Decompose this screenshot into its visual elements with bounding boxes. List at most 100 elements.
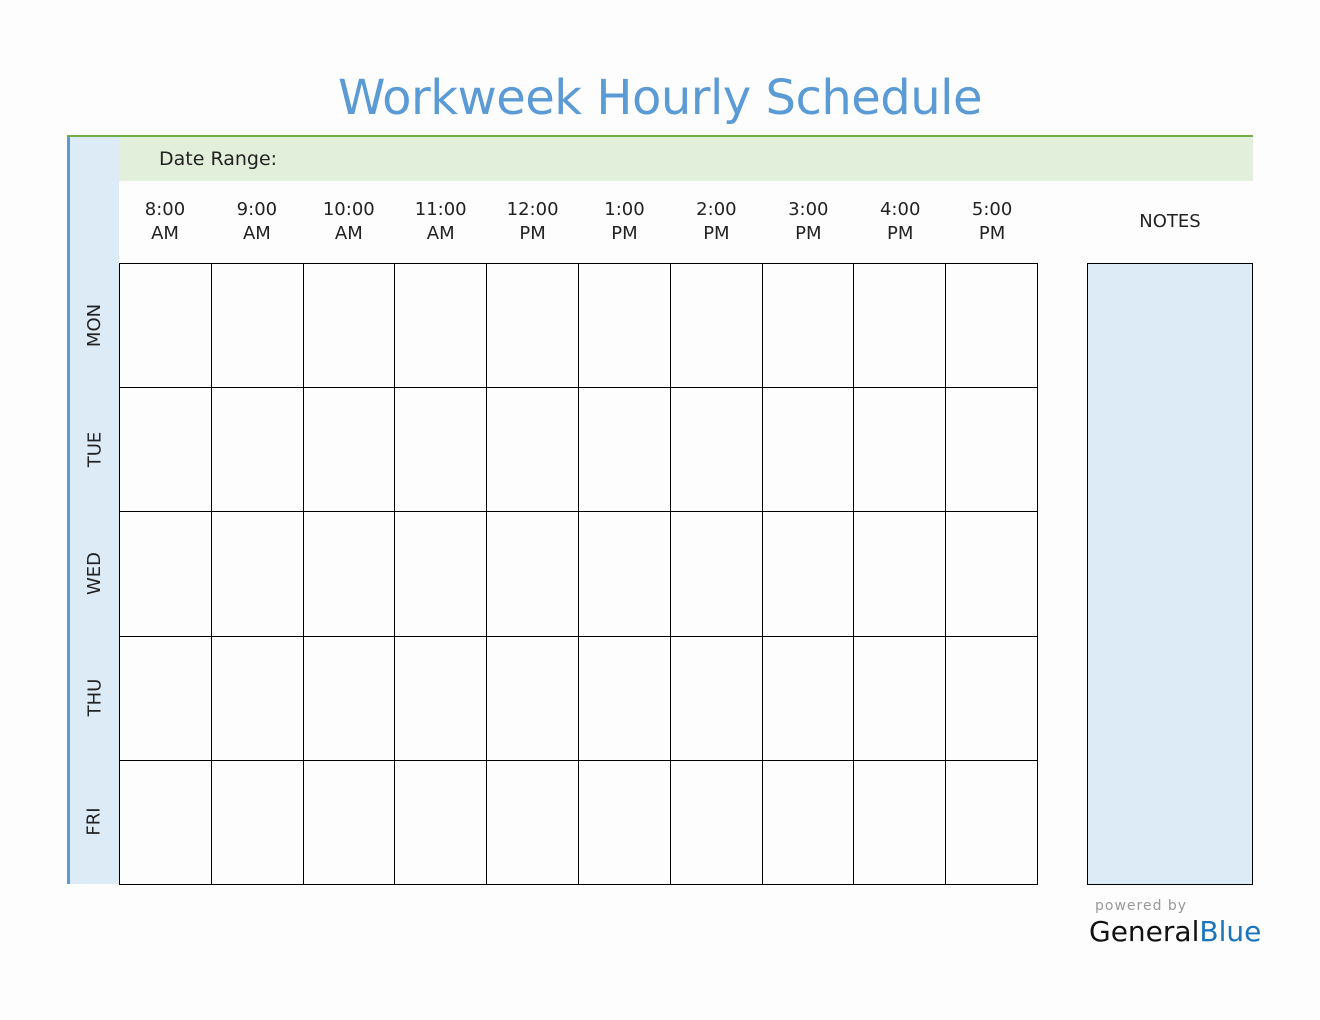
day-name: MON bbox=[83, 303, 105, 347]
schedule-cell[interactable] bbox=[946, 636, 1038, 761]
day-column bbox=[67, 137, 119, 884]
time-period: PM bbox=[978, 223, 1006, 244]
schedule-cell[interactable] bbox=[670, 388, 763, 513]
schedule-cell[interactable] bbox=[211, 760, 304, 885]
time-period: AM bbox=[242, 223, 271, 244]
schedule-cell[interactable] bbox=[854, 636, 947, 761]
schedule-cell[interactable] bbox=[762, 388, 855, 513]
schedule-cell[interactable] bbox=[303, 264, 396, 389]
schedule-cell[interactable] bbox=[395, 760, 488, 885]
schedule-cell[interactable] bbox=[395, 512, 488, 637]
notes-area[interactable] bbox=[1087, 263, 1253, 885]
time-value: 9:00 bbox=[236, 199, 278, 220]
time-value: 3:00 bbox=[788, 199, 829, 220]
schedule-cell[interactable] bbox=[854, 264, 947, 389]
time-value: 1:00 bbox=[604, 199, 645, 220]
schedule-cell[interactable] bbox=[120, 760, 212, 885]
schedule-cell[interactable] bbox=[946, 512, 1038, 637]
schedule-cell[interactable] bbox=[211, 264, 304, 389]
powered-by: powered by bbox=[1095, 898, 1188, 914]
time-value: 2:00 bbox=[696, 199, 737, 220]
schedule-cell[interactable] bbox=[303, 760, 396, 885]
time-header: 10:00 AM bbox=[303, 198, 395, 246]
schedule-cell[interactable] bbox=[670, 636, 763, 761]
time-header: 4:00 PM bbox=[854, 198, 946, 246]
schedule-cell[interactable] bbox=[303, 512, 396, 637]
time-header: 12:00 PM bbox=[487, 198, 579, 246]
time-header: 2:00 PM bbox=[670, 198, 762, 246]
time-period: PM bbox=[886, 223, 914, 244]
time-value: 5:00 bbox=[971, 199, 1013, 220]
time-period: AM bbox=[151, 223, 179, 244]
day-name: FRI bbox=[83, 807, 105, 836]
day-label: WED bbox=[70, 511, 119, 635]
schedule-grid bbox=[119, 263, 1038, 885]
schedule-cell[interactable] bbox=[579, 760, 671, 885]
brand-logo: GeneralBlue bbox=[1089, 915, 1261, 948]
schedule-cell[interactable] bbox=[579, 512, 671, 637]
schedule-cell[interactable] bbox=[854, 512, 947, 637]
time-header: 3:00 PM bbox=[762, 198, 854, 246]
time-period: PM bbox=[519, 223, 546, 244]
time-header: 9:00 AM bbox=[211, 198, 303, 246]
schedule-cell[interactable] bbox=[670, 760, 763, 885]
time-period: PM bbox=[611, 223, 638, 244]
schedule-cell[interactable] bbox=[487, 264, 579, 389]
schedule-cell[interactable] bbox=[579, 636, 671, 761]
schedule-cell[interactable] bbox=[762, 264, 855, 389]
date-range-band: Date Range: bbox=[67, 135, 1253, 181]
time-value: 11:00 bbox=[414, 199, 467, 220]
schedule-cell[interactable] bbox=[946, 760, 1038, 885]
schedule-cell[interactable] bbox=[303, 388, 396, 513]
page-title: Workweek Hourly Schedule bbox=[337, 70, 983, 126]
time-header: 5:00 PM bbox=[946, 198, 1038, 246]
schedule-cell[interactable] bbox=[395, 264, 488, 389]
day-label: FRI bbox=[70, 760, 119, 884]
date-range-label: Date Range: bbox=[159, 148, 278, 170]
schedule-cell[interactable] bbox=[854, 760, 947, 885]
time-value: 10:00 bbox=[322, 199, 375, 220]
schedule-cell[interactable] bbox=[762, 760, 855, 885]
day-label: TUE bbox=[70, 387, 119, 511]
schedule-cell[interactable] bbox=[211, 512, 304, 637]
schedule-cell[interactable] bbox=[579, 388, 671, 513]
time-value: 8:00 bbox=[144, 199, 186, 220]
time-period: PM bbox=[795, 223, 822, 244]
day-name: WED bbox=[84, 551, 105, 595]
day-name: THU bbox=[84, 678, 105, 717]
time-header: 8:00 AM bbox=[119, 198, 211, 246]
schedule-cell[interactable] bbox=[487, 512, 579, 637]
schedule-cell[interactable] bbox=[579, 264, 671, 389]
time-header: 11:00 AM bbox=[395, 198, 487, 246]
schedule-cell[interactable] bbox=[120, 636, 212, 761]
day-name: TUE bbox=[83, 431, 105, 467]
time-period: AM bbox=[426, 223, 455, 244]
schedule-cell[interactable] bbox=[211, 636, 304, 761]
schedule-cell[interactable] bbox=[946, 388, 1038, 513]
schedule-cell[interactable] bbox=[303, 636, 396, 761]
schedule-cell[interactable] bbox=[395, 388, 488, 513]
schedule-cell[interactable] bbox=[487, 636, 579, 761]
schedule-cell[interactable] bbox=[854, 388, 947, 513]
schedule-cell[interactable] bbox=[487, 760, 579, 885]
notes-label: NOTES bbox=[1139, 211, 1201, 232]
schedule-cell[interactable] bbox=[120, 512, 212, 637]
schedule-cell[interactable] bbox=[762, 512, 855, 637]
schedule-cell[interactable] bbox=[120, 264, 212, 389]
schedule-cell[interactable] bbox=[762, 636, 855, 761]
schedule-cell[interactable] bbox=[395, 636, 488, 761]
day-label: THU bbox=[70, 636, 119, 760]
schedule-cell[interactable] bbox=[487, 388, 579, 513]
time-period: PM bbox=[703, 223, 730, 244]
brand-general: General bbox=[1089, 915, 1200, 948]
schedule-cell[interactable] bbox=[946, 264, 1038, 389]
schedule-cell[interactable] bbox=[120, 388, 212, 513]
schedule-cell[interactable] bbox=[211, 388, 304, 513]
brand-blue: Blue bbox=[1199, 915, 1262, 948]
time-period: AM bbox=[334, 223, 363, 244]
schedule-cell[interactable] bbox=[670, 512, 763, 637]
time-value: 12:00 bbox=[506, 199, 559, 220]
time-header: 1:00 PM bbox=[579, 198, 671, 246]
schedule-cell[interactable] bbox=[670, 264, 763, 389]
